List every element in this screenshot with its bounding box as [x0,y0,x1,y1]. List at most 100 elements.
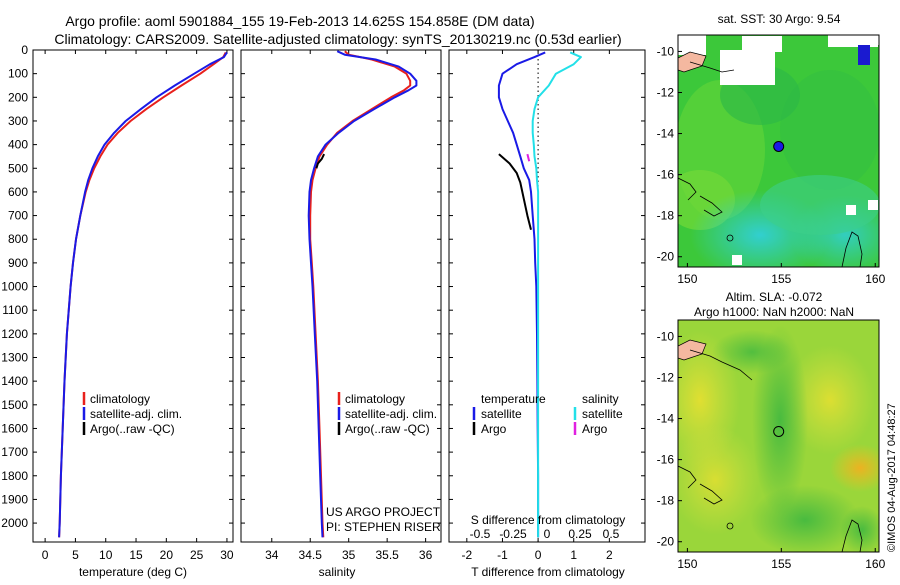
depth-tick-label: 1800 [1,469,28,483]
depth-tick-label: 1700 [1,445,28,459]
x-tick-label: -1 [497,548,508,562]
map-y-tick-label: -12 [657,370,675,384]
sla-map-field [678,320,879,552]
legend-label-s-argo: Argo [582,422,608,436]
depth-tick-label: 2000 [1,516,28,530]
map-x-tick-label: 155 [771,272,791,286]
s-tick-label: -0.5 [470,527,491,541]
sst-map-field [678,35,879,267]
legend-label-climatology: climatology [90,392,150,406]
salinity-plot-frame [240,49,442,543]
map-x-tick-label: 150 [677,557,697,571]
map-y-tick-label: -20 [657,250,675,264]
depth-tick-label: 300 [8,114,28,128]
depth-tick-label: 0 [21,43,28,57]
depth-tick-label: 400 [8,138,28,152]
map-y-tick-label: -16 [657,453,675,467]
temperature-x-label: temperature (deg C) [79,565,187,579]
sla-map-title-2: Argo h1000: NaN h2000: NaN [694,305,854,319]
series-line-satellite-adj-clim- [307,50,418,538]
argo-location-marker [773,140,785,152]
legend-label-satellite: satellite-adj. clim. [345,407,437,421]
x-tick-label: 35 [342,548,356,562]
map-x-tick-label: 155 [771,557,791,571]
s-tick-label: 0 [544,527,551,541]
series-line-argo [315,153,325,169]
t-difference-x-label: T difference from climatology [471,565,625,579]
x-tick-label: 25 [190,548,204,562]
s-difference-ticks: -0.5 -0.25 0 0.25 0.5 [470,527,620,541]
x-tick-label: 5 [72,548,79,562]
legend-title-temperature: temperature [481,392,546,406]
difference-plot-frame [448,49,646,543]
salinity-plot: 34 34.5 35 35.5 36 [265,50,433,562]
difference-plot: -2 -1 0 1 2 [461,50,613,562]
map-y-tick-label: -14 [657,412,675,426]
x-tick-label: -2 [461,548,472,562]
title-line-1: Argo profile: aoml 5901884_155 19-Feb-20… [65,13,534,29]
s-tick-label: -0.25 [499,527,527,541]
legend-label-climatology: climatology [345,392,405,406]
depth-tick-label: 1200 [1,327,28,341]
sst-map-title: sat. SST: 30 Argo: 9.54 [718,12,841,26]
legend-label-argo: Argo(..raw -QC) [90,422,175,436]
map-y-tick-label: -20 [657,535,675,549]
map-y-tick-label: -18 [657,209,675,223]
depth-tick-label: 100 [8,67,28,81]
map-y-tick-label: -10 [657,329,675,343]
depth-tick-label: 200 [8,90,28,104]
map-x-tick-label: 150 [677,272,697,286]
sst-map-frame [677,34,880,268]
legend-label-satellite: satellite-adj. clim. [90,407,182,421]
legend-label-t-satellite: satellite [481,407,522,421]
salinity-legend: climatology satellite-adj. clim. Argo(..… [326,392,441,534]
difference-legend: temperature satellite Argo salinity sate… [472,392,623,436]
project-label: US ARGO PROJECT [326,505,441,519]
x-tick-label: 1 [570,548,577,562]
map-y-tick-label: -10 [657,44,675,58]
series-line-temperature-argo [498,153,532,231]
s-difference-x-label: S difference from climatology [471,513,626,527]
map-x-tick-label: 160 [865,557,885,571]
depth-tick-label: 500 [8,161,28,175]
map-y-tick-label: -16 [657,168,675,182]
map-y-tick-label: -14 [657,127,675,141]
legend-label-argo: Argo(..raw -QC) [345,422,430,436]
depth-tick-label: 800 [8,232,28,246]
sla-map-title-1: Altim. SLA: -0.072 [726,290,823,304]
x-tick-label: 10 [99,548,113,562]
map-y-tick-label: -12 [657,85,675,99]
x-tick-label: 15 [129,548,143,562]
argo-location-marker [773,425,785,437]
x-tick-label: 34 [265,548,279,562]
series-line-salinity-argo [526,153,531,162]
depth-tick-label: 1500 [1,398,28,412]
depth-tick-label: 700 [8,209,28,223]
series-line-salinity-satellite [531,51,582,538]
depth-tick-label: 900 [8,256,28,270]
x-tick-label: 20 [160,548,174,562]
x-tick-label: 30 [220,548,234,562]
depth-tick-label: 1300 [1,351,28,365]
salinity-x-label: salinity [319,565,356,579]
depth-tick-label: 1400 [1,374,28,388]
sla-map-frame [677,319,880,553]
x-tick-label: 0 [535,548,542,562]
temperature-plot-frame [32,49,234,543]
series-line-climatology [309,50,412,538]
title-line-2: Climatology: CARS2009. Satellite-adjuste… [54,31,621,47]
temperature-plot: 0 5 10 15 20 25 30 [42,50,234,562]
s-tick-label: 0.5 [603,527,620,541]
series-line-climatology [58,51,227,538]
depth-tick-label: 1900 [1,492,28,506]
depth-tick-label: 1100 [2,303,28,317]
legend-label-t-argo: Argo [481,422,507,436]
sla-map-axes: 150 155 160 -10 -12 -14 -16 -18 -20 [657,329,886,571]
depth-tick-label: 600 [8,185,28,199]
x-tick-label: 35.5 [375,548,399,562]
s-tick-label: 0.25 [568,527,592,541]
depth-axis: 0 100 200 300 400 500 600 700 800 900 1000 1100 1200… [1,43,645,530]
imos-timestamp: ©IMOS 04-Aug-2017 04:48:27 [886,403,898,552]
